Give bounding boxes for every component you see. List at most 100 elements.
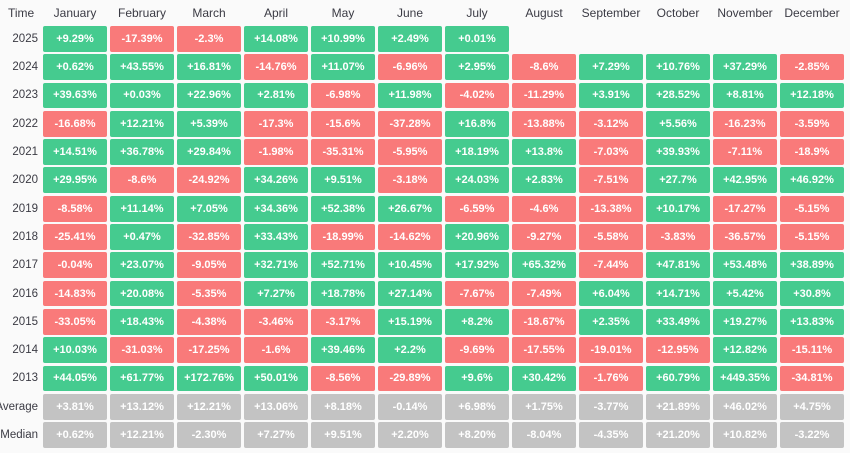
return-cell: -7.44% — [579, 252, 643, 279]
return-cell: -14.76% — [244, 54, 308, 81]
row-label: 2025 — [12, 32, 38, 45]
return-cell: +21.89% — [646, 393, 710, 420]
return-cell: +24.03% — [445, 167, 509, 194]
return-cell: -8.6% — [512, 54, 576, 81]
return-cell: -5.15% — [780, 195, 844, 222]
month-column-header: May — [331, 6, 355, 20]
return-cell: +5.56% — [646, 110, 710, 137]
return-cell: +7.29% — [579, 54, 643, 81]
return-cell: -13.88% — [512, 110, 576, 137]
return-cell: +8.20% — [445, 422, 509, 448]
return-cell: +2.49% — [378, 26, 442, 52]
return-cell: +13.06% — [244, 393, 308, 420]
return-cell: +26.67% — [378, 195, 442, 222]
month-column-header: February — [117, 6, 167, 20]
return-cell: +13.83% — [780, 308, 844, 335]
month-column-header: January — [53, 6, 97, 20]
return-cell: +21.20% — [646, 422, 710, 448]
return-cell: -4.02% — [445, 82, 509, 109]
empty-cell — [780, 26, 844, 52]
return-cell: +33.43% — [244, 224, 308, 250]
return-cell: +47.81% — [646, 252, 710, 279]
return-cell: -8.04% — [512, 422, 576, 448]
return-cell: -9.27% — [512, 224, 576, 250]
return-cell: +2.83% — [512, 167, 576, 194]
table-row: 2021 +14.51% +36.78% +29.84% -1.98% -35.31% -5… — [0, 139, 844, 165]
table-row: 2020 +29.95% -8.6% -24.92% +34.26% +9.51% -3.1… — [0, 167, 844, 194]
return-cell: +44.05% — [43, 365, 107, 392]
table-row: 2017 -0.04% +23.07% -9.05% +32.71% +52.71% +10… — [0, 252, 844, 279]
return-cell: +17.92% — [445, 252, 509, 279]
return-cell: +5.39% — [177, 110, 241, 137]
return-cell: -1.76% — [579, 365, 643, 392]
return-cell: +50.01% — [244, 365, 308, 392]
row-label: 2014 — [12, 344, 38, 357]
return-cell: -5.15% — [780, 224, 844, 250]
return-cell: +10.82% — [713, 422, 777, 448]
return-cell: -8.58% — [43, 195, 107, 222]
return-cell: -5.95% — [378, 139, 442, 165]
row-label: Average — [0, 400, 38, 413]
return-cell: -7.51% — [579, 167, 643, 194]
return-cell: -2.30% — [177, 422, 241, 448]
return-cell: +36.78% — [110, 139, 174, 165]
return-cell: +8.81% — [713, 82, 777, 109]
row-label: 2016 — [12, 287, 38, 300]
month-column-header: October — [656, 6, 700, 20]
return-cell: -11.29% — [512, 82, 576, 109]
return-cell: +39.63% — [43, 82, 107, 109]
return-cell: -16.68% — [43, 110, 107, 137]
return-cell: +12.21% — [110, 110, 174, 137]
table-row: 2022 -16.68% +12.21% +5.39% -17.3% -15.6% -37.… — [0, 110, 844, 137]
return-cell: -12.95% — [646, 337, 710, 364]
table-row: 2013 +44.05% +61.77% +172.76% +50.01% -8.56% -… — [0, 365, 844, 392]
table-row: 2016 -14.83% +20.08% -5.35% +7.27% +18.78% +27… — [0, 280, 844, 307]
return-cell: -19.01% — [579, 337, 643, 364]
return-cell: -8.56% — [311, 365, 375, 392]
table-row: Median +0.62% +12.21% -2.30% +7.27% +9.51% +2.… — [0, 422, 844, 448]
return-cell: +8.18% — [311, 393, 375, 420]
return-cell: +16.81% — [177, 54, 241, 81]
return-cell: +3.81% — [43, 393, 107, 420]
return-cell: +10.03% — [43, 337, 107, 364]
return-cell: +18.78% — [311, 280, 375, 307]
return-cell: -2.85% — [780, 54, 844, 81]
return-cell: -33.05% — [43, 308, 107, 335]
return-cell: +0.62% — [43, 54, 107, 81]
return-cell: -8.6% — [110, 167, 174, 194]
return-cell: +0.62% — [43, 422, 107, 448]
return-cell: +37.29% — [713, 54, 777, 81]
return-cell: -37.28% — [378, 110, 442, 137]
return-cell: +12.82% — [713, 337, 777, 364]
return-cell: +2.81% — [244, 82, 308, 109]
return-cell: -3.59% — [780, 110, 844, 137]
return-cell: -32.85% — [177, 224, 241, 250]
return-cell: -9.05% — [177, 252, 241, 279]
return-cell: +29.84% — [177, 139, 241, 165]
return-cell: -0.04% — [43, 252, 107, 279]
month-column-header: September — [581, 6, 641, 20]
return-cell: +28.52% — [646, 82, 710, 109]
return-cell: +20.08% — [110, 280, 174, 307]
return-cell: -3.18% — [378, 167, 442, 194]
return-cell: +9.29% — [43, 26, 107, 52]
return-cell: +34.26% — [244, 167, 308, 194]
row-label: 2020 — [12, 174, 38, 187]
return-cell: +9.51% — [311, 422, 375, 448]
return-cell: +52.38% — [311, 195, 375, 222]
return-cell: +30.8% — [780, 280, 844, 307]
return-cell: +10.99% — [311, 26, 375, 52]
return-cell: -6.59% — [445, 195, 509, 222]
return-cell: -9.69% — [445, 337, 509, 364]
return-cell: +12.21% — [177, 393, 241, 420]
return-cell: +32.71% — [244, 252, 308, 279]
return-cell: +7.27% — [244, 280, 308, 307]
return-cell: -3.12% — [579, 110, 643, 137]
return-cell: -0.14% — [378, 393, 442, 420]
month-column-header: June — [396, 6, 424, 20]
return-cell: +6.98% — [445, 393, 509, 420]
month-column-header: March — [192, 6, 226, 20]
return-cell: +29.95% — [43, 167, 107, 194]
table-row: 2018 -25.41% +0.47% -32.85% +33.43% -18.99% -1… — [0, 224, 844, 250]
return-cell: -3.46% — [244, 308, 308, 335]
